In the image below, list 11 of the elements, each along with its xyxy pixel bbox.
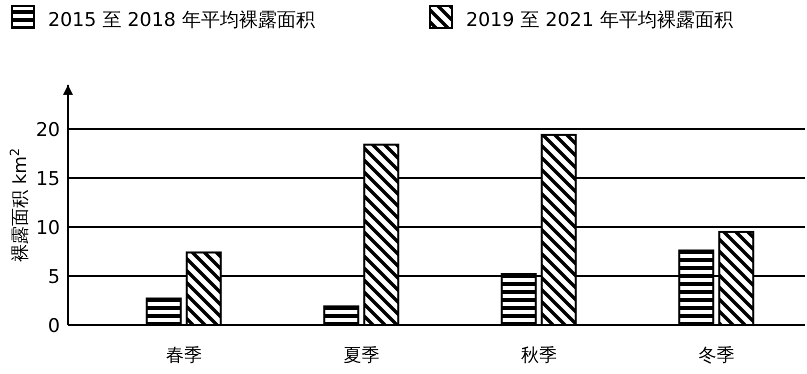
x-tick-label: 冬季 [698, 345, 734, 366]
x-tick-label: 夏季 [343, 345, 380, 366]
x-tick-label: 秋季 [520, 345, 557, 366]
x-tick-label: 春季 [166, 345, 202, 366]
y-tick-label: 15 [36, 168, 60, 190]
y-tick-label: 5 [48, 266, 60, 288]
y-tick-label: 10 [36, 217, 60, 239]
legend-label: 2015 至 2018 年平均裸露面积 [48, 9, 315, 31]
y-tick-label: 20 [36, 119, 60, 141]
legend-label: 2019 至 2021 年平均裸露面积 [466, 9, 733, 31]
y-tick-label: 0 [48, 315, 60, 337]
